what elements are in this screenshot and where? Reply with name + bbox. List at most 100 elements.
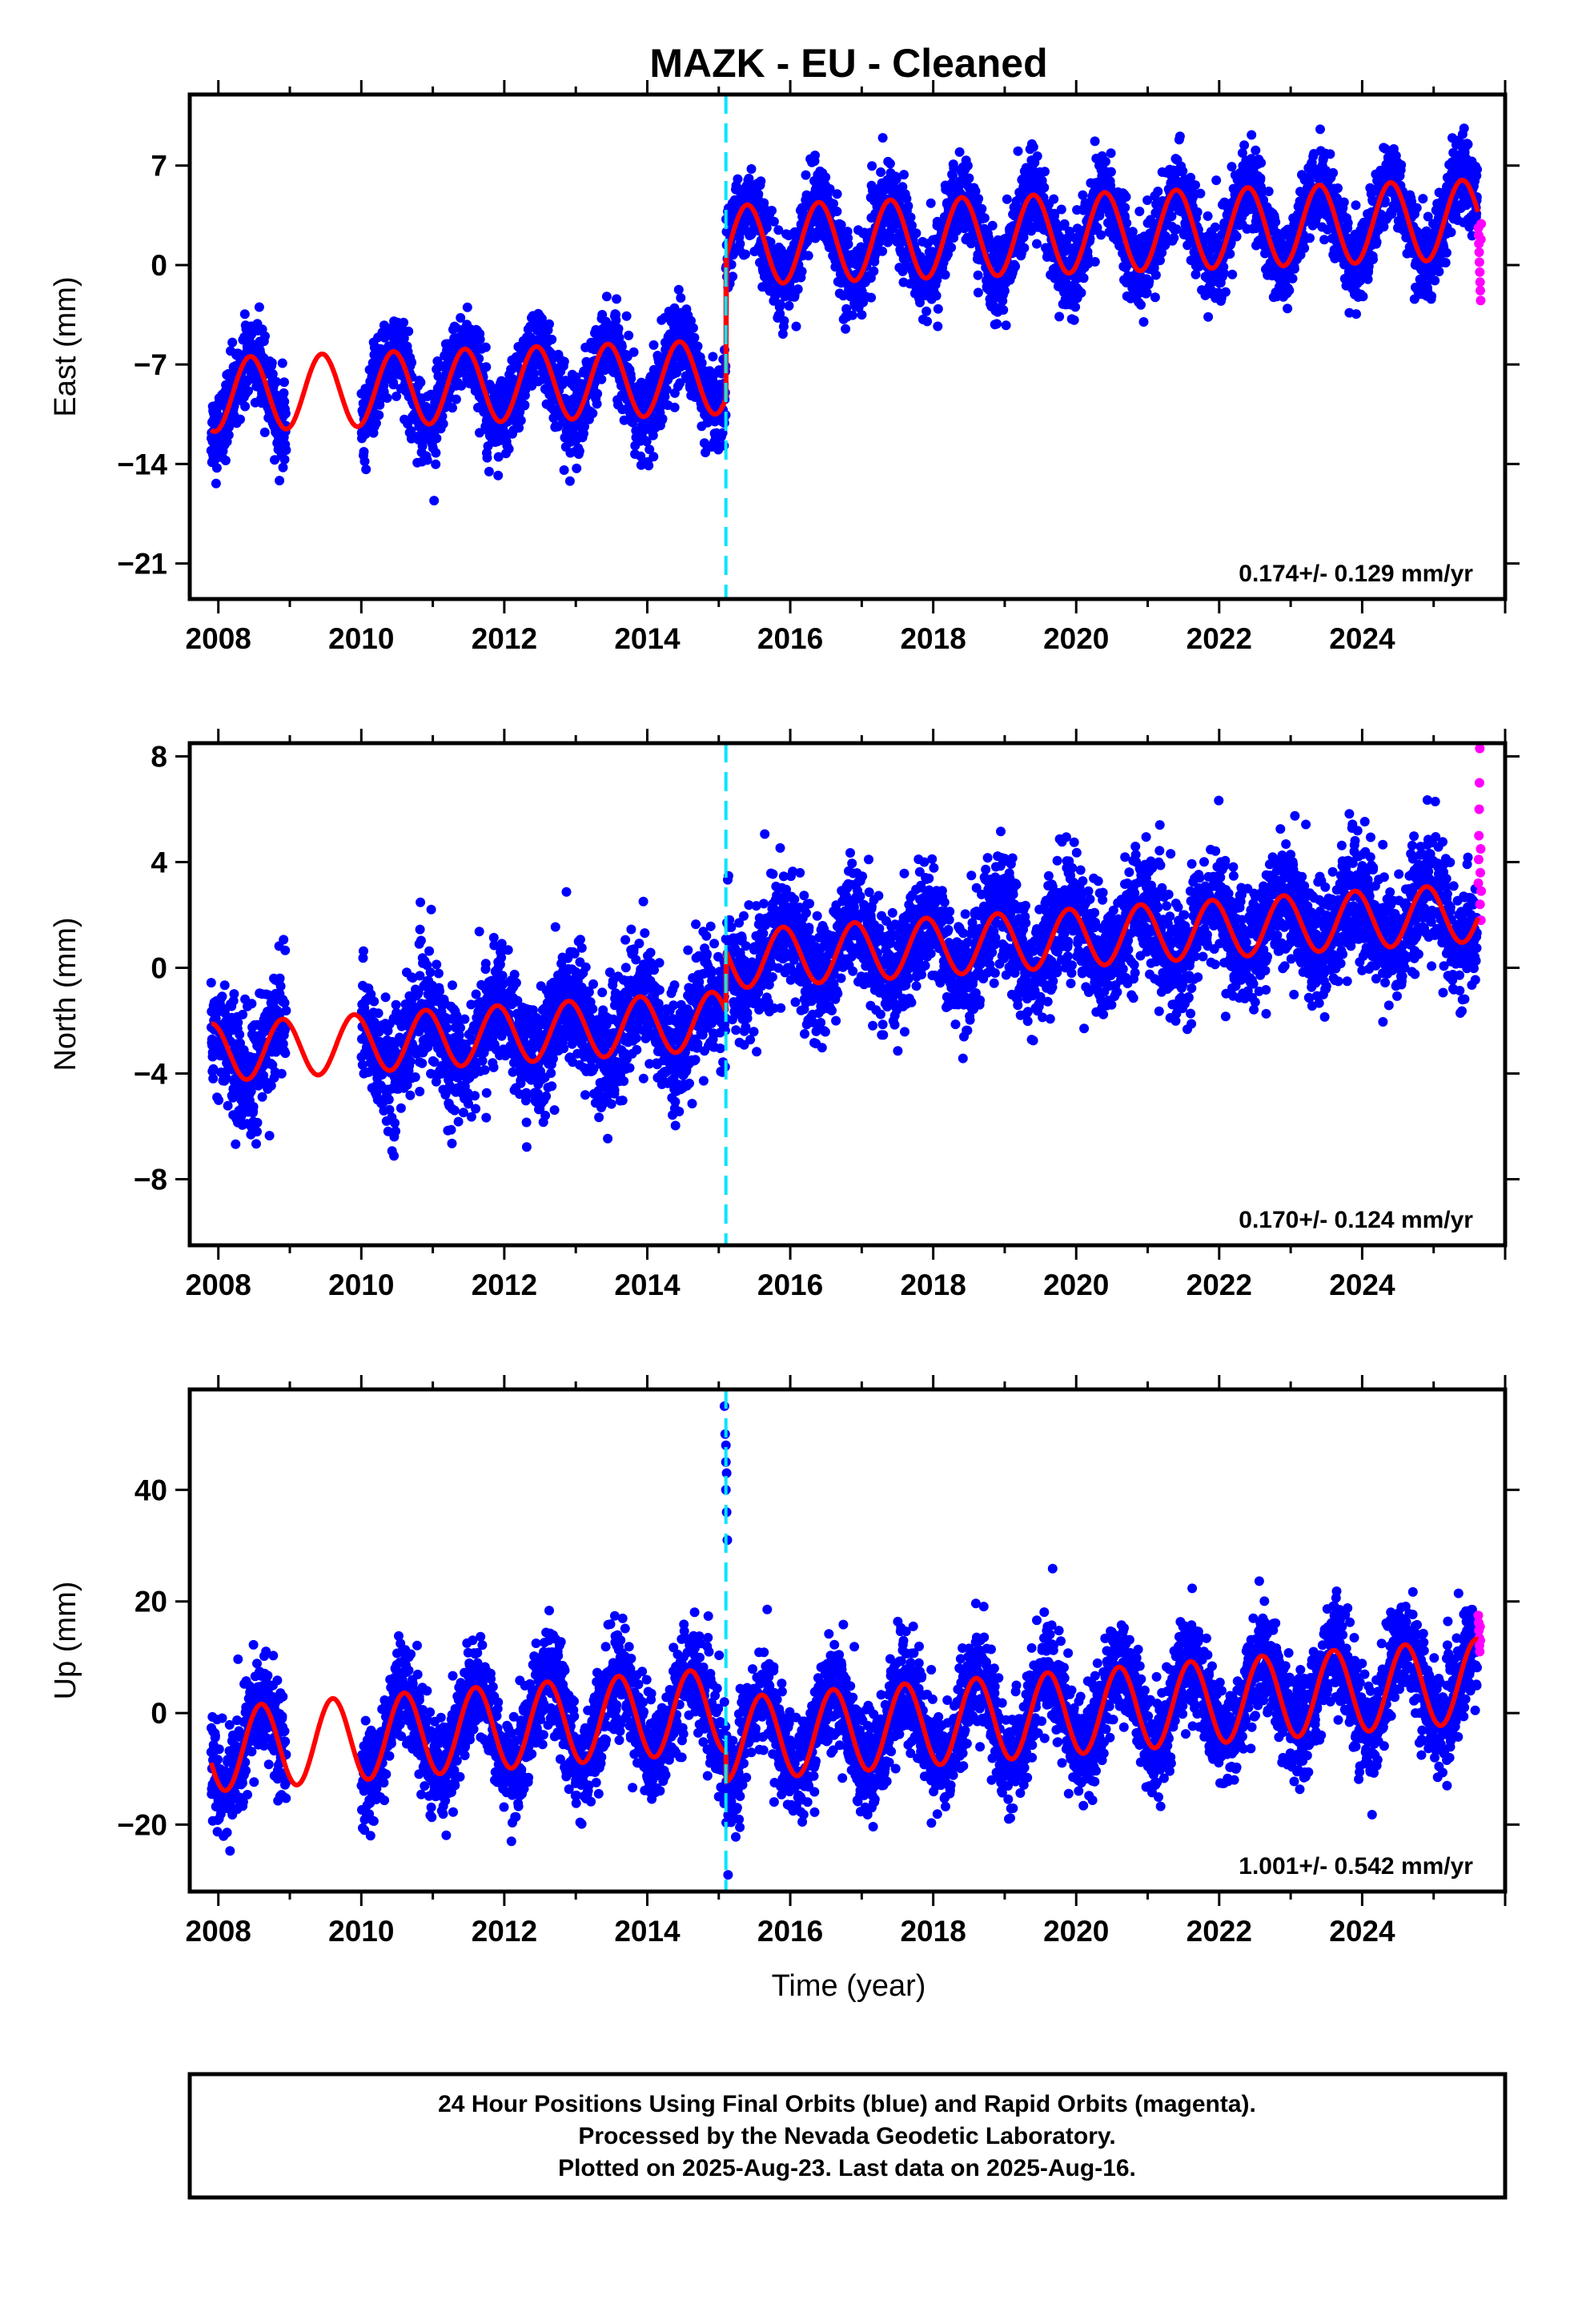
east-point bbox=[741, 249, 750, 259]
east-point bbox=[374, 410, 384, 420]
east-point bbox=[1070, 302, 1081, 312]
east-point bbox=[1039, 183, 1050, 193]
east-point bbox=[1351, 200, 1361, 211]
east-point bbox=[1178, 166, 1188, 176]
east-point bbox=[847, 310, 857, 320]
east-point bbox=[1287, 273, 1298, 283]
east-point bbox=[803, 251, 813, 261]
east-point bbox=[1096, 230, 1106, 240]
east-point bbox=[1328, 167, 1339, 178]
east-point bbox=[399, 333, 409, 344]
east-point bbox=[482, 452, 492, 463]
east-point bbox=[484, 466, 494, 476]
east-point bbox=[810, 151, 820, 160]
east-point bbox=[973, 287, 983, 298]
east-point bbox=[483, 441, 493, 452]
east-point bbox=[1032, 239, 1042, 249]
east-point bbox=[281, 445, 291, 455]
east-point bbox=[688, 323, 698, 333]
east-point bbox=[588, 408, 598, 419]
east-point bbox=[1333, 183, 1343, 193]
east-point bbox=[422, 455, 432, 465]
east-point bbox=[1227, 162, 1237, 172]
east-point bbox=[1368, 254, 1378, 264]
east-point bbox=[1032, 151, 1042, 161]
east-point bbox=[702, 417, 713, 428]
east-point bbox=[621, 311, 632, 321]
east-point bbox=[1076, 287, 1086, 298]
east-point bbox=[735, 239, 745, 249]
east-point bbox=[448, 403, 457, 413]
east-point bbox=[544, 319, 554, 329]
east-point bbox=[359, 447, 369, 457]
east-point bbox=[391, 391, 402, 401]
east-point bbox=[504, 444, 514, 454]
east-point bbox=[279, 388, 289, 398]
east-point bbox=[579, 428, 588, 439]
east-point bbox=[270, 455, 279, 465]
east-point bbox=[416, 377, 426, 388]
east-point bbox=[1040, 167, 1050, 177]
east-point bbox=[580, 421, 589, 432]
east-point bbox=[1028, 142, 1038, 152]
east-point bbox=[628, 347, 639, 357]
east-point bbox=[227, 337, 238, 348]
east-point bbox=[361, 464, 371, 475]
east-point bbox=[1251, 145, 1261, 155]
east-point bbox=[636, 451, 646, 461]
east-point bbox=[697, 358, 707, 368]
east-point bbox=[843, 239, 853, 249]
east-point bbox=[564, 476, 575, 486]
east-point bbox=[612, 294, 622, 304]
east-point bbox=[613, 324, 624, 334]
east-point bbox=[1127, 227, 1138, 237]
east-point bbox=[641, 436, 652, 447]
east-point bbox=[1271, 217, 1281, 227]
east-point bbox=[516, 416, 526, 425]
east-point bbox=[1315, 124, 1325, 135]
east-point bbox=[903, 201, 913, 211]
east-point bbox=[417, 441, 428, 451]
east-point bbox=[375, 400, 385, 410]
east-point bbox=[821, 172, 831, 183]
east-point bbox=[1203, 312, 1214, 322]
east-point bbox=[1106, 148, 1116, 159]
east-point bbox=[279, 377, 289, 388]
east-point bbox=[922, 316, 933, 327]
east-point bbox=[211, 478, 221, 489]
east-point bbox=[964, 173, 974, 183]
east-point bbox=[1371, 237, 1382, 247]
east-point bbox=[1219, 268, 1229, 279]
east-point bbox=[267, 358, 277, 368]
east-point bbox=[675, 378, 685, 388]
east-point bbox=[211, 463, 222, 473]
east-point bbox=[1191, 180, 1200, 191]
east-point bbox=[529, 368, 540, 379]
east-point bbox=[1134, 207, 1145, 216]
east-point bbox=[899, 170, 909, 180]
east-point bbox=[456, 380, 467, 391]
east-point bbox=[475, 334, 485, 344]
east-point bbox=[1225, 249, 1235, 259]
east-point bbox=[431, 448, 441, 458]
east-point bbox=[946, 243, 957, 253]
east-point bbox=[979, 213, 990, 223]
east-point bbox=[438, 419, 448, 429]
east-point bbox=[275, 476, 285, 486]
east-point bbox=[451, 394, 461, 404]
east-point bbox=[779, 316, 789, 326]
east-point bbox=[669, 402, 680, 412]
east-point bbox=[841, 324, 851, 334]
east-point bbox=[933, 304, 943, 314]
east-point bbox=[801, 170, 811, 180]
east-point bbox=[1010, 261, 1021, 271]
east-point bbox=[1203, 211, 1213, 221]
east-point bbox=[574, 446, 584, 456]
east-point bbox=[1090, 256, 1100, 267]
east-point bbox=[644, 444, 655, 455]
east-point bbox=[432, 433, 442, 444]
east-point bbox=[1239, 140, 1250, 151]
east-point bbox=[596, 374, 607, 384]
east-point bbox=[905, 212, 916, 223]
east-point bbox=[624, 330, 634, 340]
